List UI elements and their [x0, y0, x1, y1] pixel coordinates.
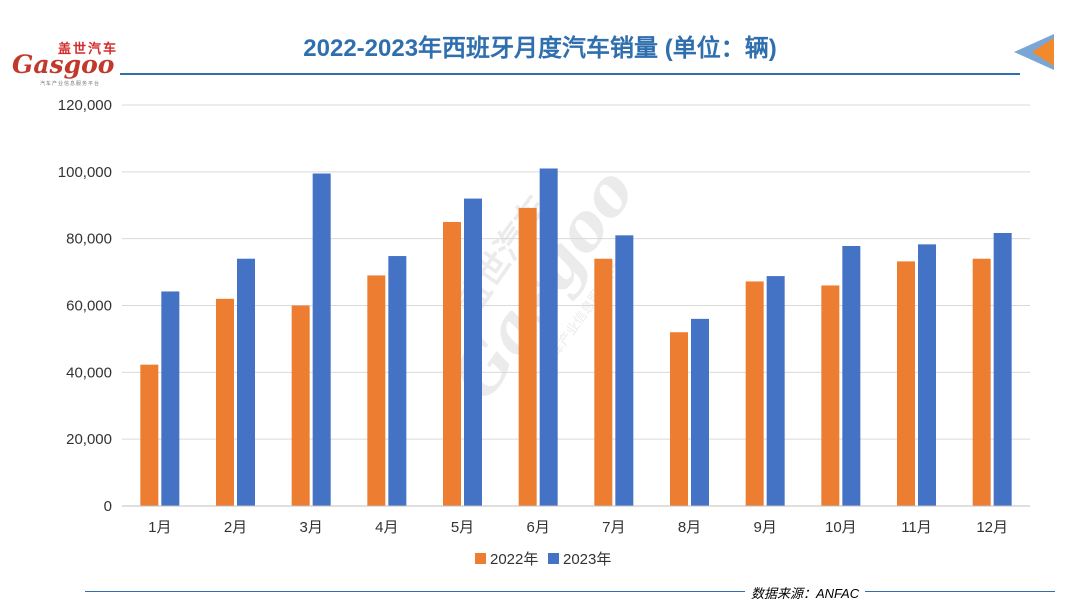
bar-2022: [897, 261, 915, 506]
gasgoo-logo: 盖世汽车 Gasgoo 汽车产业信息服务平台: [10, 38, 125, 88]
footer-divider-right: [850, 591, 1055, 592]
x-tick-label: 12月: [976, 519, 1008, 536]
x-tick-label: 10月: [825, 519, 857, 536]
chart-bars: [140, 168, 1012, 507]
legend-label: 2023年: [563, 551, 611, 568]
bar-2022: [443, 221, 461, 507]
logo-en-text: Gasgoo: [12, 50, 115, 79]
legend-swatch: [548, 553, 559, 564]
legend-label: 2022年: [490, 551, 538, 568]
bar-2023: [918, 244, 936, 506]
bar-2023: [388, 256, 407, 506]
bar-2022: [518, 207, 537, 506]
chart-legend: 2022年 2023年: [475, 551, 611, 568]
x-axis-tick-labels: 1月 2月 3月 4月 5月 6月 7月 8月 9月 10月 11月 12月: [148, 519, 1008, 536]
bar-2022: [216, 298, 234, 506]
y-tick-label: 0: [104, 498, 112, 515]
logo-cn-text: 盖世汽车: [58, 41, 119, 56]
x-tick-label: 9月: [753, 519, 776, 536]
bar-2023: [691, 318, 709, 506]
x-tick-label: 8月: [678, 519, 701, 536]
bar-2023: [464, 198, 482, 507]
legend-swatch: [475, 553, 486, 564]
bar-2022: [821, 285, 840, 506]
chart-gridlines: [122, 104, 1030, 440]
chart-title: 2022-2023年西班牙月度汽车销量 (单位：辆): [303, 35, 777, 62]
y-tick-label: 100,000: [58, 164, 112, 181]
bar-2022: [745, 281, 764, 506]
footer-divider-left: [85, 591, 745, 592]
bar-2023: [842, 246, 861, 507]
bar-2023: [615, 235, 634, 506]
bar-2023: [161, 291, 180, 506]
corner-arrow-icon: [1014, 34, 1054, 70]
y-tick-label: 120,000: [58, 97, 112, 114]
bar-2023: [539, 168, 558, 506]
data-source-note: 数据来源：ANFAC: [745, 583, 866, 602]
y-axis-tick-labels: 0 20,000 40,000 60,000 80,000 100,000 120,000: [58, 97, 112, 515]
bar-2022: [972, 258, 991, 506]
x-tick-label: 4月: [375, 519, 398, 536]
bar-2022: [291, 305, 310, 506]
bar-2022: [367, 275, 386, 506]
bar-2023: [237, 258, 255, 506]
bar-2023: [993, 232, 1012, 506]
x-tick-label: 3月: [299, 519, 322, 536]
y-tick-label: 20,000: [66, 431, 112, 448]
bar-2022: [670, 332, 688, 506]
x-tick-label: 5月: [451, 519, 474, 536]
logo-sub-text: 汽车产业信息服务平台: [40, 81, 101, 87]
y-tick-label: 60,000: [66, 298, 112, 315]
bar-2023: [312, 173, 331, 507]
x-tick-label: 1月: [148, 519, 171, 536]
x-tick-label: 2月: [224, 519, 247, 536]
title-divider: [120, 73, 1020, 75]
y-tick-label: 40,000: [66, 364, 112, 381]
bar-2022: [140, 364, 159, 506]
bar-2023: [766, 276, 785, 506]
y-tick-label: 80,000: [66, 231, 112, 248]
x-tick-label: 11月: [901, 519, 932, 536]
x-tick-label: 6月: [526, 519, 549, 536]
x-tick-label: 7月: [602, 519, 625, 536]
bar-2022: [594, 258, 613, 506]
